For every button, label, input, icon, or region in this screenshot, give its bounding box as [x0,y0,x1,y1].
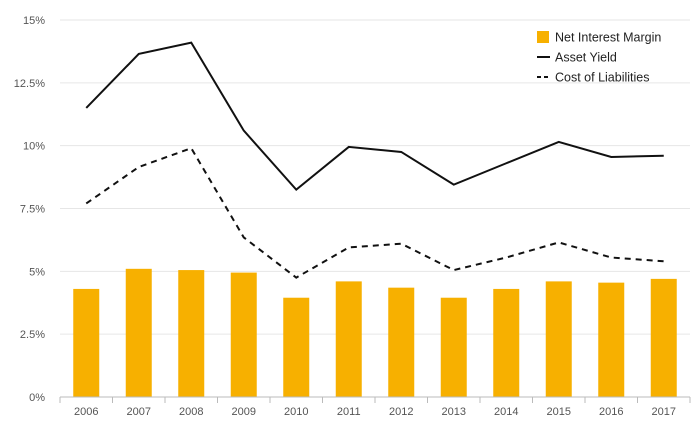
gridlines [60,19,690,335]
legend-swatch-net-interest-margin [537,31,549,43]
x-tick-label: 2008 [179,406,203,418]
bar-2012 [388,287,415,397]
legend-label-cost-of-liabilities: Cost of Liabilities [555,71,650,85]
bar-2006 [73,288,100,397]
y-tick-label: 2.5% [20,329,45,341]
bar-2010 [283,297,310,397]
y-tick-label: 7.5% [20,204,45,216]
legend-label-net-interest-margin: Net Interest Margin [555,31,661,45]
bar-2015 [545,281,572,397]
legend: Net Interest Margin Asset Yield Cost of Li… [537,31,661,85]
x-axis: 2006 2007 2008 2009 2010 2011 2012 2013 2014 2015… [59,396,691,418]
bar-2016 [598,282,625,397]
y-tick-label: 15% [23,15,45,27]
x-tick-label: 2014 [494,406,518,418]
y-tick-label: 10% [23,141,45,153]
x-tick-label: 2010 [284,406,308,418]
asset-yield-line [85,41,664,192]
x-tick-label: 2012 [389,406,413,418]
bar-2013 [440,297,467,397]
bar-2014 [493,288,520,397]
x-tick-label: 2013 [442,406,466,418]
cost-of-liabilities-line [85,146,664,279]
bar-2007 [125,268,152,397]
bar-2011 [335,281,362,397]
line-series [85,41,664,279]
legend-label-asset-yield: Asset Yield [555,51,617,65]
bar-2017 [650,278,677,397]
x-tick-label: 2011 [337,406,361,418]
y-tick-label: 0% [29,392,45,404]
bar-series [73,268,677,397]
bar-2008 [178,270,205,397]
x-tick-label: 2017 [652,406,676,418]
x-tick-label: 2016 [599,406,623,418]
x-tick-label: 2009 [232,406,256,418]
x-tick-label: 2015 [547,406,571,418]
y-axis-ticks: 0% 2.5% 5% 7.5% 10% 12.5% 15% [14,15,45,404]
x-tick-label: 2006 [74,406,98,418]
bar-2009 [230,272,257,397]
x-tick-label: 2007 [127,406,151,418]
y-tick-label: 12.5% [14,78,45,90]
y-tick-label: 5% [29,266,45,278]
